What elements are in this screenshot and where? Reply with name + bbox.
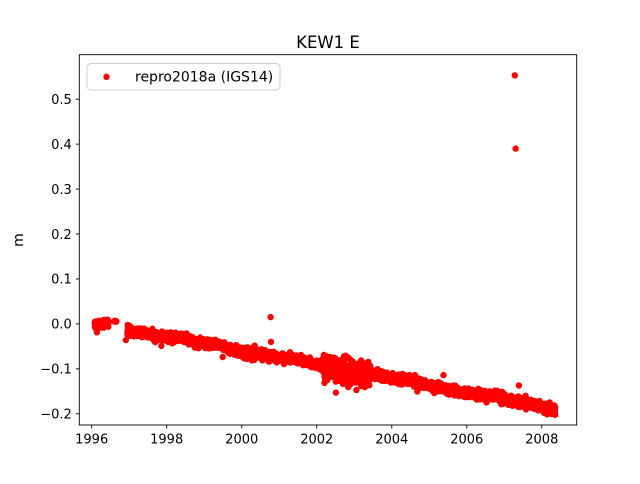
- y-tick-label: 0.1: [51, 273, 72, 288]
- y-tick-label: 0.2: [51, 228, 72, 243]
- x-tick-label: 2002: [300, 433, 333, 448]
- y-tick-label: −0.1: [40, 363, 72, 378]
- data-points: [91, 72, 559, 418]
- x-tick-label: 1996: [75, 433, 108, 448]
- x-tick-label: 2006: [450, 433, 483, 448]
- legend-box: [86, 63, 281, 91]
- y-tick-label: −0.2: [40, 408, 72, 423]
- x-tick-label: 1998: [150, 433, 183, 448]
- legend: repro2018a (IGS14): [86, 63, 281, 91]
- y-tick-label: 0.3: [51, 183, 72, 198]
- x-tick-label: 2004: [375, 433, 408, 448]
- y-tick-label: 0.4: [51, 138, 72, 153]
- chart-title: KEW1 E: [296, 33, 360, 52]
- x-tick-label: 2000: [225, 433, 258, 448]
- y-tick-label: 0.0: [51, 318, 72, 333]
- y-axis-label: m: [11, 233, 27, 247]
- legend-label: repro2018a (IGS14): [135, 70, 273, 86]
- axes-frame: [78, 54, 578, 426]
- axis-ticks: 1996 1998 2000 2002 2004 2006 2008 −0.2 −0.1 0.0 0…: [40, 93, 558, 448]
- x-tick-label: 2008: [525, 433, 558, 448]
- legend-marker-icon: [103, 73, 110, 81]
- y-tick-label: 0.5: [51, 93, 72, 108]
